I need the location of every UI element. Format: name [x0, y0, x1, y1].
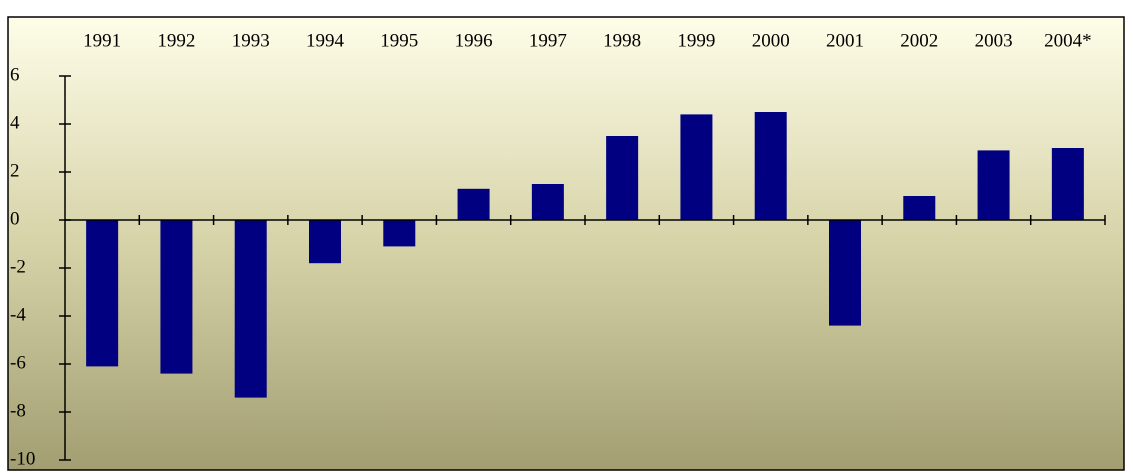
bar — [309, 220, 341, 264]
bar — [383, 220, 416, 247]
bar — [531, 184, 564, 220]
y-tick-label: 2 — [10, 160, 20, 181]
x-tick-label: 1998 — [603, 30, 641, 51]
x-tick-label: 1996 — [455, 30, 493, 51]
bar — [606, 136, 639, 220]
bar — [86, 220, 119, 367]
bar — [234, 220, 267, 398]
x-tick-label: 1992 — [157, 30, 195, 51]
x-tick-label: 1994 — [306, 30, 345, 51]
bar — [160, 220, 193, 374]
x-tick-label: 2001 — [826, 30, 864, 51]
y-tick-label: -4 — [10, 304, 26, 325]
y-tick-label: -8 — [10, 400, 26, 421]
x-tick-label: 1991 — [83, 30, 121, 51]
bar — [457, 188, 490, 220]
x-tick-label: 1993 — [232, 30, 270, 51]
chart-frame — [7, 16, 1125, 471]
bar — [977, 150, 1010, 220]
x-tick-label: 2004* — [1044, 30, 1092, 51]
y-tick-label: 0 — [10, 208, 20, 229]
y-tick-label: -10 — [10, 448, 35, 469]
bar — [680, 114, 713, 220]
x-tick-label: 1995 — [380, 30, 418, 51]
bar — [1051, 148, 1084, 220]
x-tick-label: 2002 — [900, 30, 938, 51]
bar — [903, 196, 936, 220]
x-tick-label: 1999 — [677, 30, 715, 51]
y-tick-label: -2 — [10, 256, 26, 277]
y-tick-label: 6 — [10, 64, 20, 85]
bar — [829, 220, 861, 326]
bar — [754, 112, 787, 220]
y-tick-label: 4 — [10, 112, 20, 133]
x-tick-label: 1997 — [529, 30, 567, 51]
x-tick-label: 2000 — [752, 30, 790, 51]
y-tick-label: -6 — [10, 352, 26, 373]
x-tick-label: 2003 — [975, 30, 1013, 51]
